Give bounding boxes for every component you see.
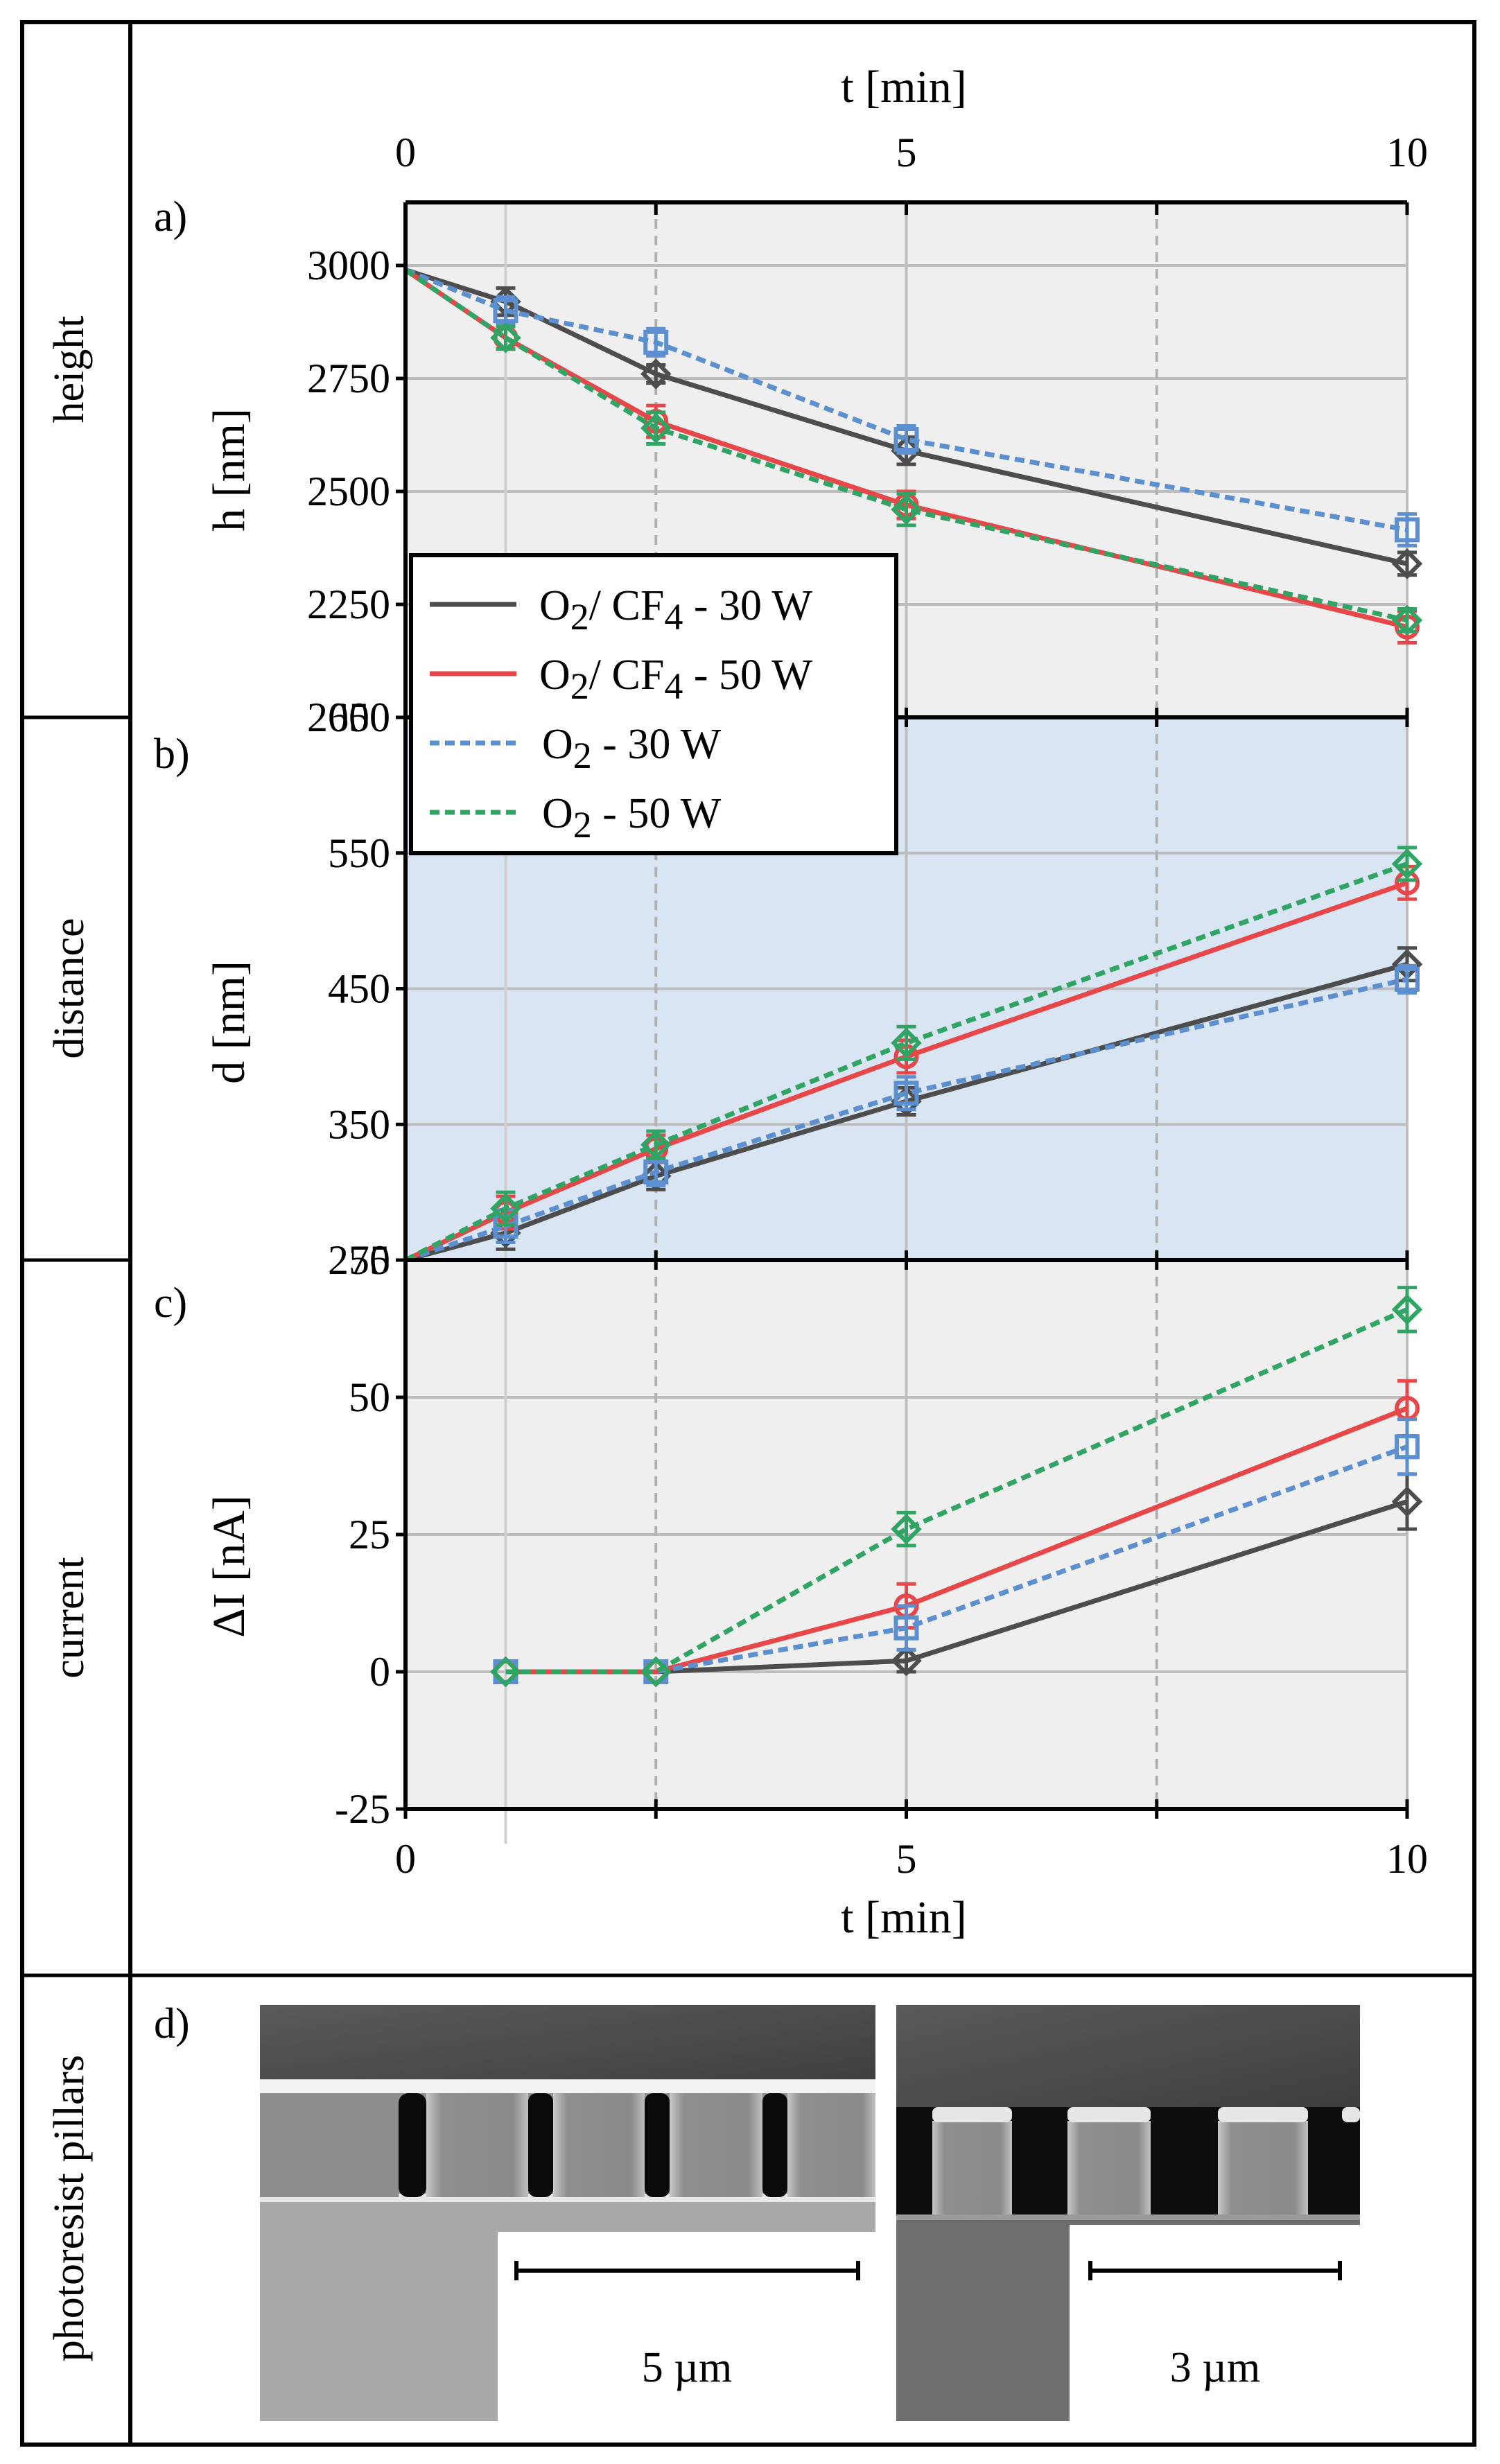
panel-label-a: a) [154, 193, 187, 241]
data-point-c [1391, 1294, 1423, 1325]
legend-text-part: 2 [570, 596, 589, 638]
series-line-c [505, 1406, 1409, 1675]
y-axis-title-c: ΔI [nA] [204, 1495, 254, 1638]
row-label-distance: distance [46, 918, 93, 1058]
y-tick-label-c: -25 [335, 1786, 390, 1832]
sem-image-right: 3 µm [896, 2005, 1360, 2421]
legend-label-o2_50: O2 - 50 W [542, 790, 722, 846]
y-axis-title-a: h [nm] [204, 408, 254, 532]
sem-image-left: 5 µm [260, 2005, 875, 2421]
legend-text-part: - 50 W [592, 790, 722, 837]
panel-label-b: b) [154, 731, 190, 778]
data-point-c [490, 1656, 521, 1688]
series-line-c [505, 1307, 1409, 1675]
x-tick-label-top: 10 [1386, 130, 1428, 175]
row-labels: height distance current photoresist pill… [46, 316, 93, 2362]
row-label-height: height [46, 316, 93, 423]
legend-text-part: - 30 W [592, 721, 722, 768]
data-point-b [1395, 966, 1420, 992]
y-tick-label-a: 2250 [307, 582, 390, 627]
data-point-a [640, 358, 672, 390]
legend-label-o2cf4_30: O2/ CF4 - 30 W [539, 582, 812, 638]
data-point-c [1395, 1434, 1420, 1460]
data-point-a [643, 329, 669, 355]
y-tick-label-c: 50 [349, 1374, 390, 1420]
data-point-c [640, 1656, 672, 1688]
y-tick-label-c: 25 [349, 1512, 390, 1557]
y-tick-label-b: 450 [328, 966, 390, 1012]
panel-label-c: c) [154, 1279, 187, 1327]
y-axis-title-b: d [nm] [204, 961, 254, 1084]
legend: O2/ CF4 - 30 WO2/ CF4 - 50 WO2 - 30 WO2 … [409, 553, 898, 855]
row-label-pillars: photoresist pillars [46, 2055, 93, 2362]
data-point-a [893, 427, 919, 453]
x-axis-title-bottom: t [min] [841, 1892, 966, 1943]
data-point-b [891, 1027, 922, 1059]
data-point-b [1391, 848, 1423, 880]
scalebar-left-label: 5 µm [642, 2344, 732, 2391]
data-point-c [891, 1513, 922, 1545]
y-tick-label-a: 2000 [307, 694, 390, 740]
panel-label-d: d) [154, 2000, 190, 2047]
series-line-c [505, 1444, 1409, 1675]
legend-text-part: O [539, 652, 570, 699]
y-tick-label-c: 75 [349, 1237, 390, 1283]
data-point-a [493, 298, 518, 324]
data-point-a [1395, 517, 1420, 543]
x-tick-label-bottom: 0 [395, 1836, 416, 1882]
data-point-c [893, 1615, 919, 1641]
y-tick-label-b: 250 [328, 1237, 390, 1283]
data-point-a [490, 322, 521, 353]
data-point-b [490, 1193, 521, 1224]
data-point-b [640, 1129, 672, 1160]
data-point-c [1391, 1486, 1423, 1517]
data-point-a [891, 493, 922, 525]
x-tick-label-bottom: 10 [1386, 1836, 1428, 1882]
row-label-current: current [46, 1557, 93, 1679]
plot-series [404, 268, 1423, 1688]
data-point-a [640, 412, 672, 444]
y-tick-label-b: 350 [328, 1101, 390, 1147]
legend-text-part: - 30 W [683, 582, 812, 629]
x-tick-label-top: 5 [896, 130, 917, 175]
legend-text-part: / CF [589, 652, 665, 699]
legend-label-o2_30: O2 - 30 W [542, 721, 722, 776]
legend-label-o2cf4_50: O2/ CF4 - 50 W [539, 652, 812, 707]
y-tick-label-a: 3000 [307, 243, 390, 288]
y-tick-label-b: 650 [328, 694, 390, 740]
x-tick-label-bottom: 5 [896, 1836, 917, 1882]
legend-text-part: 2 [570, 665, 589, 707]
legend-text-part: 4 [664, 665, 683, 707]
legend-text-part: 4 [664, 596, 683, 638]
y-tick-label-b: 550 [328, 830, 390, 876]
legend-text-part: - 50 W [683, 652, 812, 699]
data-point-b [643, 1159, 669, 1185]
x-tick-label-top: 0 [395, 130, 416, 175]
y-tick-label-a: 2500 [307, 469, 390, 514]
data-point-c [891, 1645, 922, 1677]
y-tick-label-c: 0 [369, 1649, 390, 1695]
legend-text-part: O [542, 721, 573, 768]
legend-text-part: 2 [573, 735, 592, 776]
data-point-b [893, 1081, 919, 1106]
scalebar-right-label: 3 µm [1170, 2344, 1260, 2391]
data-point-a [1391, 548, 1423, 579]
legend-text-part: 2 [573, 804, 592, 846]
legend-text-part: O [542, 790, 573, 837]
legend-text-part: / CF [589, 582, 665, 629]
x-axis-title-top: t [min] [841, 62, 966, 112]
frame [20, 20, 1476, 2447]
y-tick-label-a: 2750 [307, 356, 390, 401]
data-point-a [1391, 604, 1423, 636]
legend-text-part: O [539, 582, 570, 629]
